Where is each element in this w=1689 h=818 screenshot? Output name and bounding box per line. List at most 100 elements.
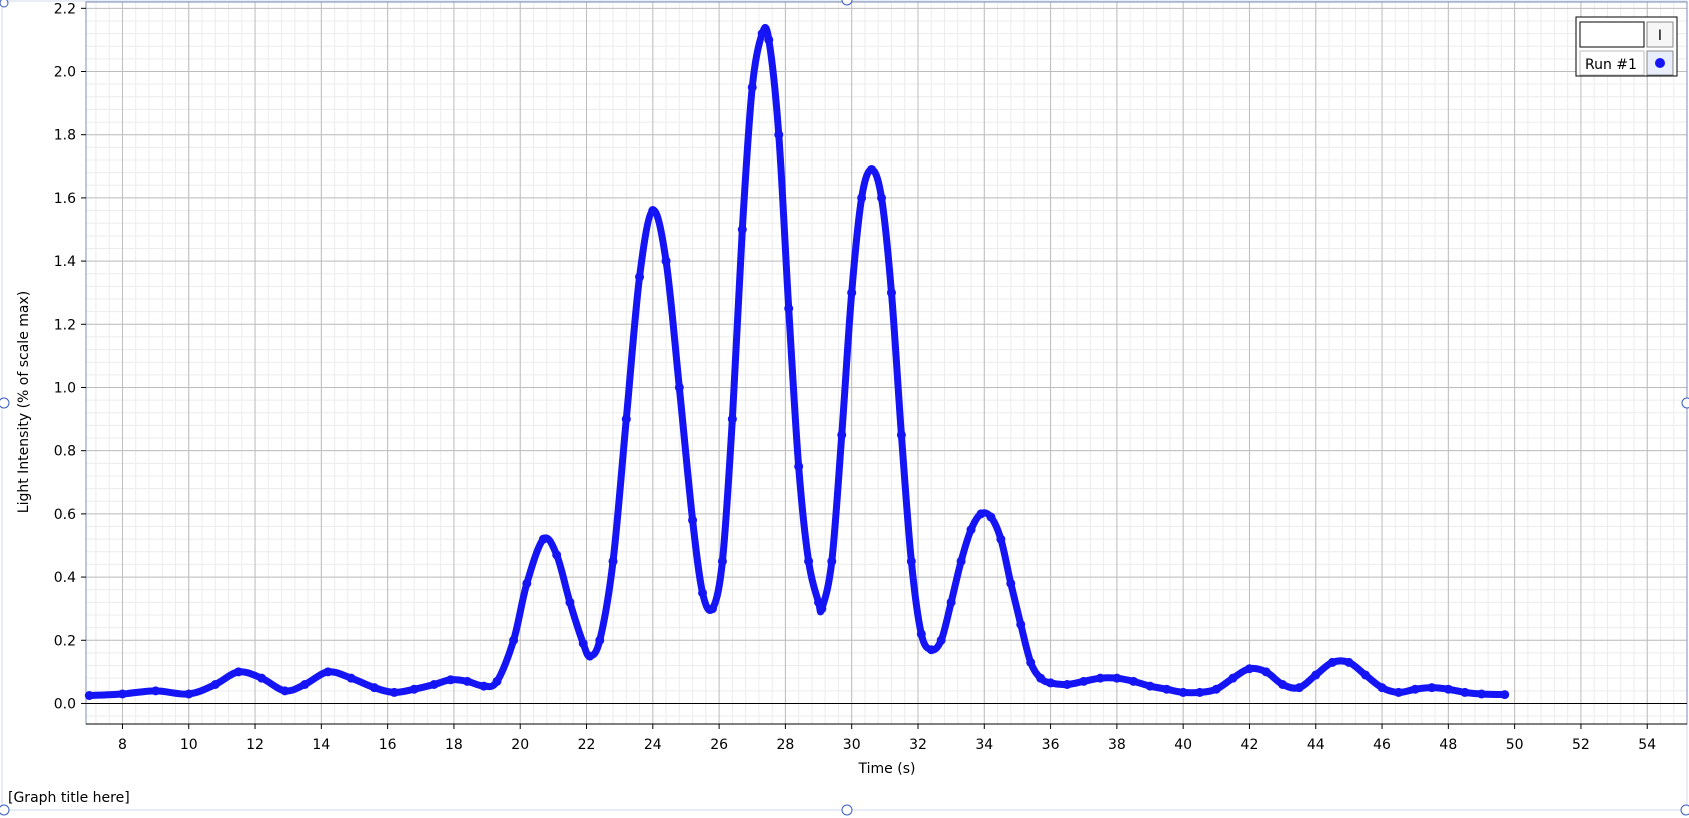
- data-point[interactable]: [867, 164, 877, 174]
- resize-handle-right[interactable]: [1681, 397, 1689, 409]
- data-point[interactable]: [1261, 667, 1271, 677]
- data-point[interactable]: [661, 256, 671, 266]
- series-line[interactable]: [85, 23, 1509, 700]
- data-point[interactable]: [446, 675, 456, 685]
- data-point[interactable]: [1195, 687, 1205, 697]
- data-point[interactable]: [717, 556, 727, 566]
- resize-handle-left[interactable]: [0, 397, 10, 409]
- data-point[interactable]: [1410, 684, 1420, 694]
- data-point[interactable]: [595, 635, 605, 645]
- data-point[interactable]: [1016, 619, 1026, 629]
- data-point[interactable]: [688, 515, 698, 525]
- data-point[interactable]: [280, 686, 290, 696]
- data-point[interactable]: [509, 635, 519, 645]
- data-point[interactable]: [976, 509, 986, 519]
- data-point[interactable]: [1443, 684, 1453, 694]
- data-point[interactable]: [1095, 673, 1105, 683]
- data-point[interactable]: [323, 667, 333, 677]
- data-point[interactable]: [409, 684, 419, 694]
- data-point[interactable]: [257, 673, 267, 683]
- data-point[interactable]: [1500, 690, 1510, 700]
- x-axis-label[interactable]: Time (s): [858, 761, 916, 777]
- data-point[interactable]: [817, 604, 827, 614]
- legend-run-cell[interactable]: [1579, 50, 1645, 76]
- data-point[interactable]: [369, 683, 379, 693]
- data-point[interactable]: [1062, 680, 1072, 690]
- data-point[interactable]: [764, 35, 774, 45]
- data-point[interactable]: [389, 687, 399, 697]
- data-point[interactable]: [184, 689, 194, 699]
- data-point[interactable]: [674, 382, 684, 392]
- data-point[interactable]: [1327, 657, 1337, 667]
- data-point[interactable]: [727, 414, 737, 424]
- data-point[interactable]: [906, 556, 916, 566]
- data-point[interactable]: [84, 691, 94, 701]
- data-point[interactable]: [1112, 673, 1122, 683]
- data-point[interactable]: [233, 667, 243, 677]
- data-point[interactable]: [956, 556, 966, 566]
- data-point[interactable]: [784, 303, 794, 313]
- data-point[interactable]: [877, 193, 887, 203]
- data-point[interactable]: [1145, 681, 1155, 691]
- legend-header-box[interactable]: [1579, 21, 1645, 48]
- data-point[interactable]: [346, 673, 356, 683]
- data-point[interactable]: [1046, 678, 1056, 688]
- data-point[interactable]: [1476, 689, 1486, 699]
- legend[interactable]: I Run #1: [1575, 16, 1678, 77]
- data-point[interactable]: [117, 689, 127, 699]
- data-point[interactable]: [757, 29, 767, 39]
- y-axis-label[interactable]: Light Intensity (% of scale max): [16, 291, 32, 513]
- data-point[interactable]: [151, 686, 161, 696]
- data-point[interactable]: [986, 512, 996, 522]
- data-point[interactable]: [1278, 680, 1288, 690]
- resize-handle-bottom-right[interactable]: [1680, 804, 1689, 816]
- data-point[interactable]: [774, 130, 784, 140]
- data-point[interactable]: [847, 288, 857, 298]
- data-point[interactable]: [936, 635, 946, 645]
- legend-header-button[interactable]: [1646, 21, 1674, 48]
- data-point[interactable]: [886, 288, 896, 298]
- resize-handle-bottom[interactable]: [841, 804, 853, 816]
- data-point[interactable]: [926, 645, 936, 655]
- data-point[interactable]: [1394, 687, 1404, 697]
- data-point[interactable]: [522, 578, 532, 588]
- data-point[interactable]: [1377, 683, 1387, 693]
- data-point[interactable]: [698, 588, 708, 598]
- data-point[interactable]: [966, 525, 976, 535]
- data-point[interactable]: [737, 225, 747, 235]
- data-point[interactable]: [996, 534, 1006, 544]
- data-point[interactable]: [1036, 673, 1046, 683]
- data-point[interactable]: [1178, 687, 1188, 697]
- data-point[interactable]: [538, 534, 548, 544]
- series-run-1[interactable]: [84, 23, 1510, 701]
- data-point[interactable]: [565, 597, 575, 607]
- data-point[interactable]: [621, 414, 631, 424]
- data-point[interactable]: [1460, 687, 1470, 697]
- data-point[interactable]: [635, 272, 645, 282]
- data-point[interactable]: [210, 680, 220, 690]
- data-point[interactable]: [707, 604, 717, 614]
- data-point[interactable]: [916, 629, 926, 639]
- data-point[interactable]: [429, 680, 439, 690]
- data-point[interactable]: [479, 681, 489, 691]
- data-point[interactable]: [1427, 683, 1437, 693]
- data-point[interactable]: [1006, 578, 1016, 588]
- data-point[interactable]: [857, 193, 867, 203]
- data-point[interactable]: [1344, 657, 1354, 667]
- data-point[interactable]: [896, 430, 906, 440]
- data-point[interactable]: [552, 550, 562, 560]
- data-point[interactable]: [1211, 684, 1221, 694]
- data-point[interactable]: [837, 430, 847, 440]
- data-point[interactable]: [946, 597, 956, 607]
- resize-handle-top[interactable]: [841, 0, 853, 6]
- data-point[interactable]: [585, 651, 595, 661]
- resize-handle-top-left[interactable]: [0, 0, 9, 8]
- resize-handle-bottom-left[interactable]: [0, 804, 10, 816]
- data-point[interactable]: [804, 556, 814, 566]
- data-point[interactable]: [827, 556, 837, 566]
- data-point[interactable]: [608, 556, 618, 566]
- data-point[interactable]: [492, 676, 502, 686]
- data-point[interactable]: [648, 206, 658, 216]
- data-point[interactable]: [1294, 683, 1304, 693]
- data-point[interactable]: [1079, 676, 1089, 686]
